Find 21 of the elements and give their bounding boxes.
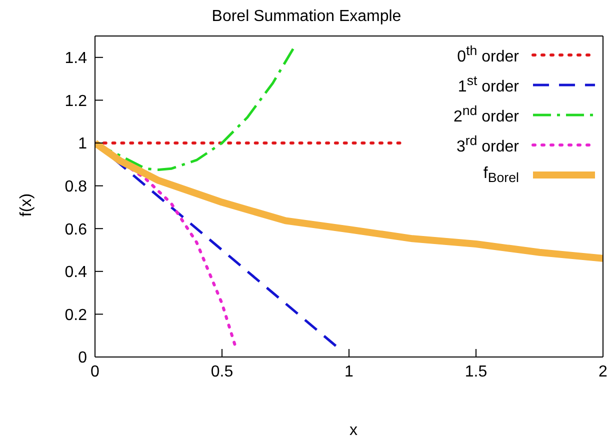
legend-label: 2$^{nd}$ order (453, 103, 519, 127)
x-tick-label: 0 (90, 363, 100, 380)
legend-label: 0$^{th}$ order (457, 43, 519, 67)
y-tick-label: 1.2 (64, 92, 88, 110)
y-tick-label: 0.6 (64, 221, 88, 238)
legend-label: f$_{Borel}$ (483, 164, 519, 186)
y-tick-label: 0.2 (64, 306, 88, 324)
y-tick-label: 0.8 (64, 178, 88, 196)
legend-label: 3$^{rd}$ order (456, 133, 519, 157)
x-axis-title: x (348, 422, 358, 440)
y-tick-label: 0.4 (64, 264, 88, 282)
x-tick-label: 1 (344, 363, 354, 380)
y-axis-title: f(x) (18, 192, 36, 219)
x-tick-label: 0.5 (210, 363, 234, 380)
y-tick-label: 1 (78, 136, 88, 153)
y-tick-label: 0 (78, 350, 88, 367)
y-tick-label: 1.4 (64, 50, 88, 68)
x-tick-label: 2 (598, 363, 608, 380)
chart-title: Borel Summation Example (210, 8, 402, 26)
legend-label: 1$^{st}$ order (458, 73, 519, 97)
x-tick-label: 1.5 (464, 363, 488, 380)
